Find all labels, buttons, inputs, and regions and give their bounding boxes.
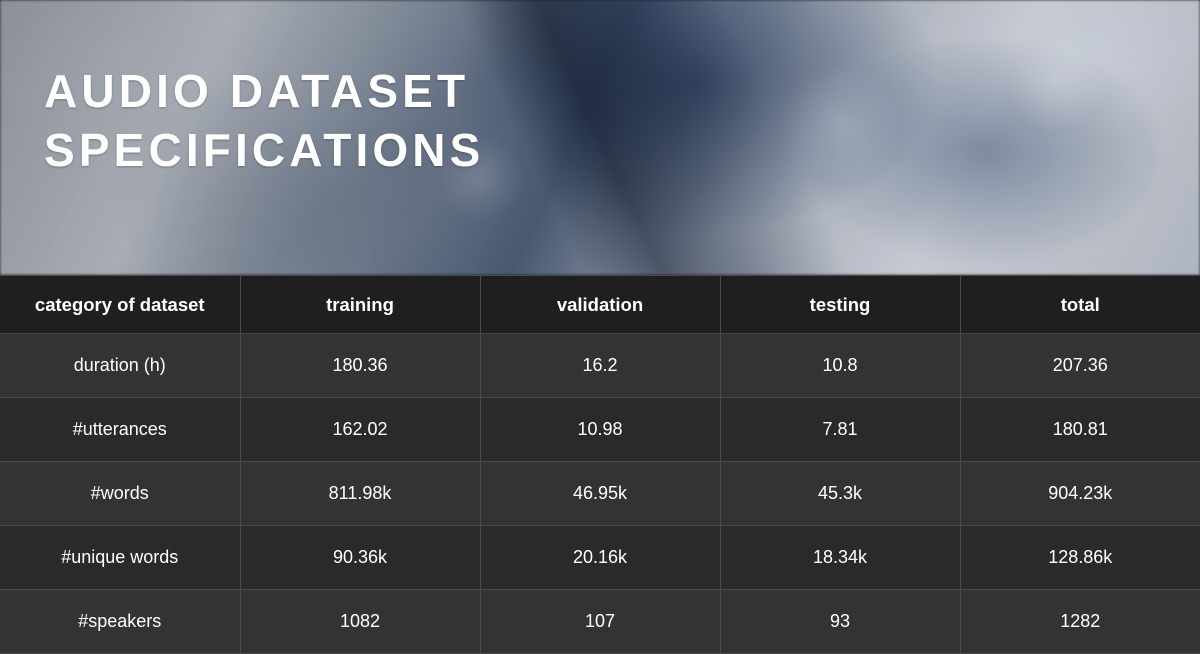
table-row: #speakers 1082 107 93 1282 [0, 590, 1200, 654]
cell-validation: 16.2 [480, 334, 720, 398]
cell-training: 90.36k [240, 526, 480, 590]
cell-category: duration (h) [0, 334, 240, 398]
cell-total: 1282 [960, 590, 1200, 654]
table-row: #utterances 162.02 10.98 7.81 180.81 [0, 398, 1200, 462]
cell-validation: 10.98 [480, 398, 720, 462]
col-header-total: total [960, 276, 1200, 334]
cell-testing: 18.34k [720, 526, 960, 590]
dataset-spec-table: category of dataset training validation … [0, 275, 1200, 654]
col-header-testing: testing [720, 276, 960, 334]
cell-category: #unique words [0, 526, 240, 590]
cell-total: 904.23k [960, 462, 1200, 526]
table-header-row: category of dataset training validation … [0, 276, 1200, 334]
cell-validation: 107 [480, 590, 720, 654]
cell-total: 180.81 [960, 398, 1200, 462]
table-row: #words 811.98k 46.95k 45.3k 904.23k [0, 462, 1200, 526]
cell-total: 128.86k [960, 526, 1200, 590]
hero-banner: AUDIO DATASET SPECIFICATIONS [0, 0, 1200, 275]
cell-total: 207.36 [960, 334, 1200, 398]
cell-testing: 45.3k [720, 462, 960, 526]
table-row: duration (h) 180.36 16.2 10.8 207.36 [0, 334, 1200, 398]
cell-category: #words [0, 462, 240, 526]
cell-training: 162.02 [240, 398, 480, 462]
cell-training: 811.98k [240, 462, 480, 526]
cell-validation: 20.16k [480, 526, 720, 590]
cell-testing: 7.81 [720, 398, 960, 462]
col-header-category: category of dataset [0, 276, 240, 334]
col-header-training: training [240, 276, 480, 334]
cell-validation: 46.95k [480, 462, 720, 526]
cell-testing: 93 [720, 590, 960, 654]
cell-testing: 10.8 [720, 334, 960, 398]
cell-training: 1082 [240, 590, 480, 654]
table-row: #unique words 90.36k 20.16k 18.34k 128.8… [0, 526, 1200, 590]
cell-category: #speakers [0, 590, 240, 654]
page-title: AUDIO DATASET SPECIFICATIONS [44, 62, 484, 180]
cell-category: #utterances [0, 398, 240, 462]
cell-training: 180.36 [240, 334, 480, 398]
title-line-1: AUDIO DATASET [44, 62, 484, 121]
title-line-2: SPECIFICATIONS [44, 121, 484, 180]
col-header-validation: validation [480, 276, 720, 334]
